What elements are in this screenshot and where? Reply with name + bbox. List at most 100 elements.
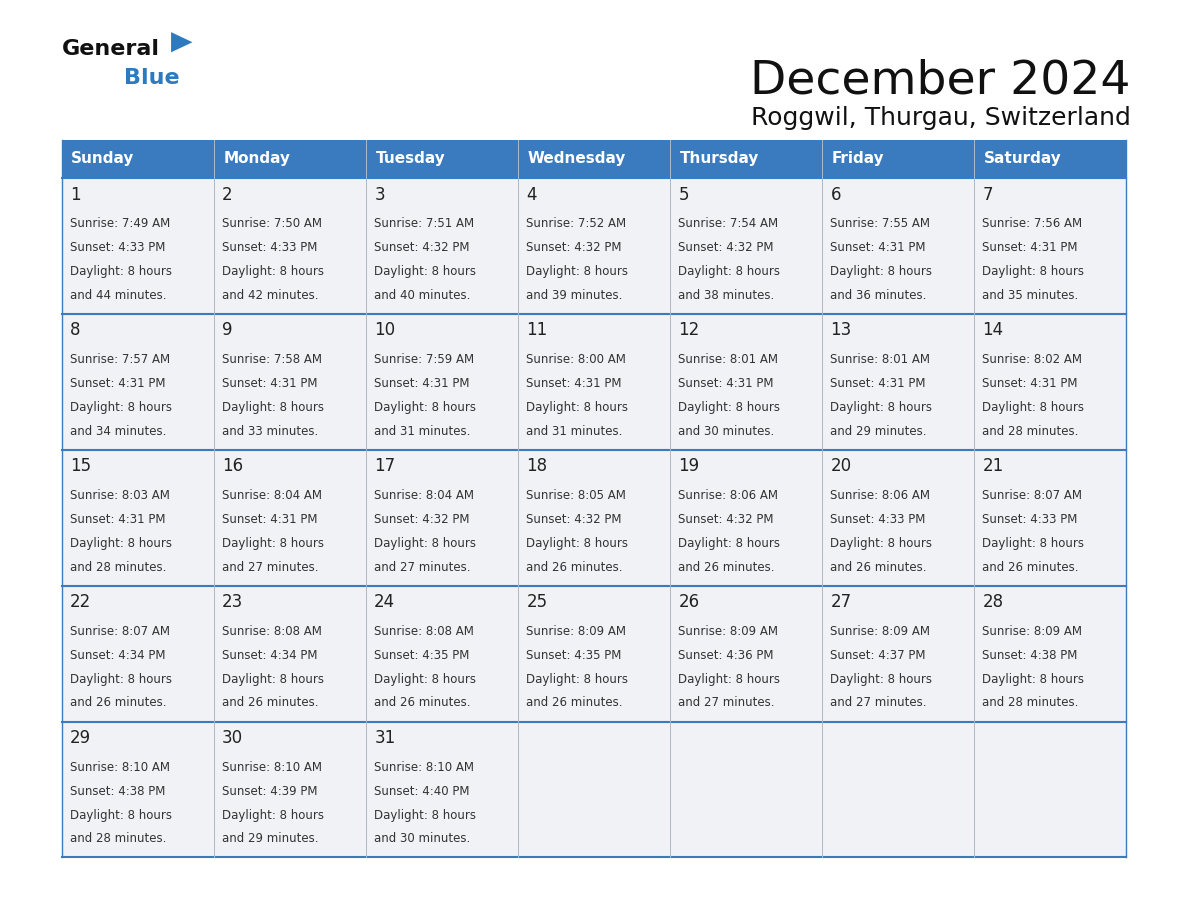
Text: Daylight: 8 hours: Daylight: 8 hours bbox=[70, 401, 172, 414]
Text: 24: 24 bbox=[374, 593, 396, 611]
Text: Monday: Monday bbox=[223, 151, 290, 166]
Text: Sunrise: 7:54 AM: Sunrise: 7:54 AM bbox=[678, 218, 778, 230]
Text: and 27 minutes.: and 27 minutes. bbox=[678, 697, 775, 710]
Text: Sunset: 4:31 PM: Sunset: 4:31 PM bbox=[982, 377, 1078, 390]
Bar bbox=[62, 178, 1126, 314]
Text: Daylight: 8 hours: Daylight: 8 hours bbox=[982, 401, 1085, 414]
Text: Sunrise: 8:04 AM: Sunrise: 8:04 AM bbox=[374, 489, 474, 502]
Text: and 31 minutes.: and 31 minutes. bbox=[526, 425, 623, 438]
Text: 29: 29 bbox=[70, 729, 91, 747]
Text: Sunset: 4:31 PM: Sunset: 4:31 PM bbox=[222, 513, 317, 526]
Text: Sunrise: 7:51 AM: Sunrise: 7:51 AM bbox=[374, 218, 474, 230]
Text: Sunrise: 7:56 AM: Sunrise: 7:56 AM bbox=[982, 218, 1082, 230]
Text: Sunset: 4:32 PM: Sunset: 4:32 PM bbox=[678, 513, 773, 526]
Text: 16: 16 bbox=[222, 457, 244, 476]
Text: 8: 8 bbox=[70, 321, 81, 340]
Text: Sunset: 4:31 PM: Sunset: 4:31 PM bbox=[374, 377, 469, 390]
Bar bbox=[62, 586, 1126, 722]
Text: Sunrise: 8:10 AM: Sunrise: 8:10 AM bbox=[222, 761, 322, 774]
Text: Sunset: 4:31 PM: Sunset: 4:31 PM bbox=[70, 377, 165, 390]
Text: Daylight: 8 hours: Daylight: 8 hours bbox=[222, 673, 324, 686]
Text: Blue: Blue bbox=[124, 68, 179, 88]
Text: and 38 minutes.: and 38 minutes. bbox=[678, 289, 775, 302]
Text: Sunrise: 7:50 AM: Sunrise: 7:50 AM bbox=[222, 218, 322, 230]
Text: and 26 minutes.: and 26 minutes. bbox=[678, 561, 775, 574]
Text: 14: 14 bbox=[982, 321, 1004, 340]
Text: Daylight: 8 hours: Daylight: 8 hours bbox=[70, 673, 172, 686]
Text: Sunrise: 8:06 AM: Sunrise: 8:06 AM bbox=[830, 489, 930, 502]
Text: Sunrise: 8:07 AM: Sunrise: 8:07 AM bbox=[982, 489, 1082, 502]
Text: 1: 1 bbox=[70, 185, 81, 204]
Text: and 28 minutes.: and 28 minutes. bbox=[982, 697, 1079, 710]
Text: Daylight: 8 hours: Daylight: 8 hours bbox=[526, 673, 628, 686]
Text: Sunrise: 8:07 AM: Sunrise: 8:07 AM bbox=[70, 625, 170, 638]
Text: and 29 minutes.: and 29 minutes. bbox=[830, 425, 927, 438]
Text: 13: 13 bbox=[830, 321, 852, 340]
Text: Daylight: 8 hours: Daylight: 8 hours bbox=[982, 265, 1085, 278]
Text: and 42 minutes.: and 42 minutes. bbox=[222, 289, 318, 302]
Text: and 27 minutes.: and 27 minutes. bbox=[374, 561, 470, 574]
Text: Daylight: 8 hours: Daylight: 8 hours bbox=[526, 401, 628, 414]
Text: and 27 minutes.: and 27 minutes. bbox=[222, 561, 318, 574]
Text: Sunrise: 7:58 AM: Sunrise: 7:58 AM bbox=[222, 353, 322, 366]
Text: Daylight: 8 hours: Daylight: 8 hours bbox=[222, 265, 324, 278]
Text: General: General bbox=[62, 39, 159, 59]
Text: Sunset: 4:33 PM: Sunset: 4:33 PM bbox=[222, 241, 317, 254]
Text: Wednesday: Wednesday bbox=[527, 151, 626, 166]
Text: December 2024: December 2024 bbox=[751, 58, 1131, 104]
Text: Sunset: 4:32 PM: Sunset: 4:32 PM bbox=[526, 513, 621, 526]
Text: Sunrise: 8:06 AM: Sunrise: 8:06 AM bbox=[678, 489, 778, 502]
Text: Sunset: 4:32 PM: Sunset: 4:32 PM bbox=[526, 241, 621, 254]
Text: Daylight: 8 hours: Daylight: 8 hours bbox=[374, 673, 476, 686]
Text: and 33 minutes.: and 33 minutes. bbox=[222, 425, 318, 438]
Text: Sunrise: 7:57 AM: Sunrise: 7:57 AM bbox=[70, 353, 170, 366]
Text: 18: 18 bbox=[526, 457, 548, 476]
Text: 15: 15 bbox=[70, 457, 91, 476]
Text: Saturday: Saturday bbox=[984, 151, 1061, 166]
Text: Daylight: 8 hours: Daylight: 8 hours bbox=[222, 809, 324, 822]
Text: Sunrise: 7:55 AM: Sunrise: 7:55 AM bbox=[830, 218, 930, 230]
Text: Sunset: 4:40 PM: Sunset: 4:40 PM bbox=[374, 785, 469, 798]
Text: Sunset: 4:31 PM: Sunset: 4:31 PM bbox=[982, 241, 1078, 254]
Text: Sunset: 4:32 PM: Sunset: 4:32 PM bbox=[374, 241, 469, 254]
Text: Sunset: 4:38 PM: Sunset: 4:38 PM bbox=[70, 785, 165, 798]
Text: and 31 minutes.: and 31 minutes. bbox=[374, 425, 470, 438]
Text: Sunset: 4:32 PM: Sunset: 4:32 PM bbox=[374, 513, 469, 526]
Text: Tuesday: Tuesday bbox=[375, 151, 446, 166]
Text: Daylight: 8 hours: Daylight: 8 hours bbox=[982, 537, 1085, 550]
Text: Sunrise: 8:01 AM: Sunrise: 8:01 AM bbox=[830, 353, 930, 366]
Text: Daylight: 8 hours: Daylight: 8 hours bbox=[678, 265, 781, 278]
Text: and 26 minutes.: and 26 minutes. bbox=[374, 697, 470, 710]
Text: Daylight: 8 hours: Daylight: 8 hours bbox=[526, 265, 628, 278]
Bar bbox=[62, 314, 1126, 450]
Text: 22: 22 bbox=[70, 593, 91, 611]
Text: Sunrise: 8:09 AM: Sunrise: 8:09 AM bbox=[526, 625, 626, 638]
Text: Sunrise: 8:10 AM: Sunrise: 8:10 AM bbox=[70, 761, 170, 774]
Text: Sunrise: 8:03 AM: Sunrise: 8:03 AM bbox=[70, 489, 170, 502]
Text: Sunset: 4:31 PM: Sunset: 4:31 PM bbox=[526, 377, 621, 390]
Text: 19: 19 bbox=[678, 457, 700, 476]
Text: Daylight: 8 hours: Daylight: 8 hours bbox=[526, 537, 628, 550]
Text: 21: 21 bbox=[982, 457, 1004, 476]
Text: and 26 minutes.: and 26 minutes. bbox=[526, 561, 623, 574]
Text: Daylight: 8 hours: Daylight: 8 hours bbox=[70, 537, 172, 550]
Text: Sunset: 4:38 PM: Sunset: 4:38 PM bbox=[982, 649, 1078, 662]
Text: Sunset: 4:31 PM: Sunset: 4:31 PM bbox=[222, 377, 317, 390]
Text: Daylight: 8 hours: Daylight: 8 hours bbox=[374, 265, 476, 278]
Text: Sunrise: 8:09 AM: Sunrise: 8:09 AM bbox=[678, 625, 778, 638]
Text: Daylight: 8 hours: Daylight: 8 hours bbox=[830, 673, 933, 686]
Text: and 36 minutes.: and 36 minutes. bbox=[830, 289, 927, 302]
Text: and 27 minutes.: and 27 minutes. bbox=[830, 697, 927, 710]
Text: Sunrise: 8:09 AM: Sunrise: 8:09 AM bbox=[982, 625, 1082, 638]
Text: and 26 minutes.: and 26 minutes. bbox=[70, 697, 166, 710]
Text: Sunset: 4:33 PM: Sunset: 4:33 PM bbox=[70, 241, 165, 254]
Text: Sunset: 4:31 PM: Sunset: 4:31 PM bbox=[830, 377, 925, 390]
Text: and 34 minutes.: and 34 minutes. bbox=[70, 425, 166, 438]
Text: Sunrise: 8:02 AM: Sunrise: 8:02 AM bbox=[982, 353, 1082, 366]
Text: Daylight: 8 hours: Daylight: 8 hours bbox=[830, 401, 933, 414]
Text: and 26 minutes.: and 26 minutes. bbox=[222, 697, 318, 710]
Text: Daylight: 8 hours: Daylight: 8 hours bbox=[70, 809, 172, 822]
Text: Sunrise: 8:08 AM: Sunrise: 8:08 AM bbox=[222, 625, 322, 638]
Bar bbox=[62, 450, 1126, 586]
Text: and 26 minutes.: and 26 minutes. bbox=[526, 697, 623, 710]
